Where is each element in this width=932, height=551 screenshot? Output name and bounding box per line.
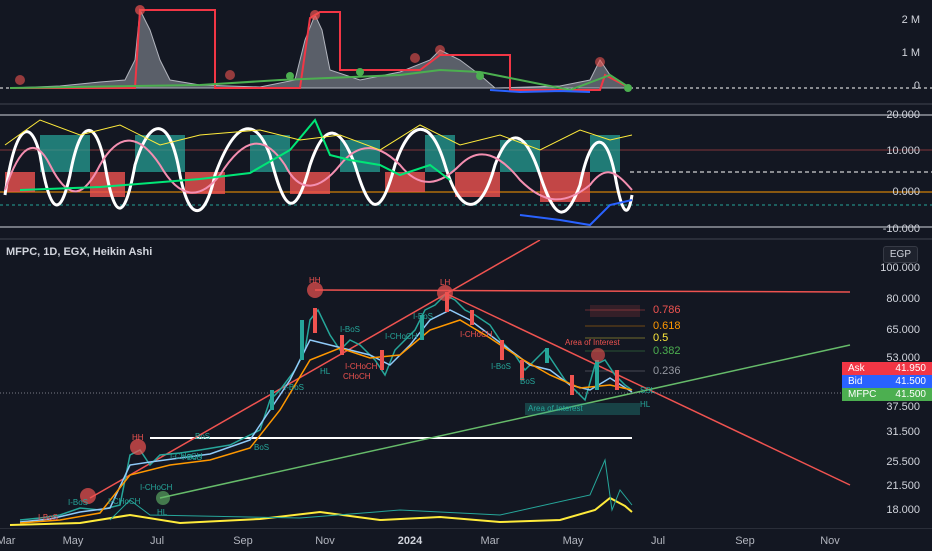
- volume-overlay: [9, 496, 633, 526]
- poi-marker: [591, 348, 605, 362]
- choch-label: I-CHoCH: [385, 332, 418, 341]
- hh-marker: [130, 439, 146, 455]
- hh-marker: [307, 282, 323, 298]
- pane-separator[interactable]: [0, 238, 932, 240]
- oscillator-chart: [0, 114, 932, 228]
- osc-axis-20: 20.000: [886, 109, 920, 121]
- osc-axis-neg10: -10.000: [882, 223, 920, 235]
- price-axis-255: 25.500: [886, 456, 920, 468]
- bos-label: BoS: [254, 443, 270, 452]
- time-tick: Nov: [315, 535, 335, 547]
- time-tick: Mar: [480, 535, 500, 547]
- hh-label: HH: [309, 276, 321, 285]
- price-axis-53: 53.000: [886, 352, 920, 364]
- bos-label: I-BoS: [182, 453, 203, 462]
- hh-marker: [80, 488, 96, 504]
- time-tick: Jul: [650, 535, 666, 547]
- last-value: 41.500: [895, 389, 926, 400]
- fib-label-0618: 0.618: [653, 320, 681, 332]
- price-axis-315: 31.500: [886, 426, 920, 438]
- choch-label: I-CHoCH: [170, 452, 203, 461]
- last-label: MFPC: [848, 389, 877, 400]
- green-trendline: [159, 344, 851, 499]
- symbol-title[interactable]: MFPC, 1D, EGX, Heikin Ashi: [6, 246, 153, 258]
- last-price-tag[interactable]: MFPC 41.500: [842, 388, 932, 401]
- choch-label: CHoCH: [343, 372, 371, 381]
- bos-label: I-BoS: [413, 312, 434, 321]
- time-tick: Nov: [820, 535, 840, 547]
- area-of-interest-zone: [525, 403, 640, 415]
- lh-label: LH: [440, 278, 451, 287]
- osc-axis-0: 0.000: [892, 186, 920, 198]
- volume-chart: [0, 5, 932, 94]
- fib-label-0236: 0.236: [653, 365, 681, 377]
- hh-label: HH: [132, 433, 144, 442]
- volume-markers: [15, 5, 632, 92]
- time-axis[interactable]: Mar May Jul Sep Nov 2024 Mar May Jul Sep…: [0, 528, 932, 551]
- price-chart: [0, 240, 932, 526]
- osc-axis-10: 10.000: [886, 145, 920, 157]
- bid-value: 41.500: [895, 376, 926, 387]
- hl-label: HL: [157, 508, 168, 517]
- price-axis-80: 80.000: [886, 293, 920, 305]
- fib-label-05: 0.5: [653, 332, 669, 344]
- choch-label: I-CHoCH: [140, 483, 173, 492]
- bos-label: BoS: [195, 432, 211, 441]
- time-tick: Sep: [233, 535, 253, 547]
- ask-value: 41.950: [895, 363, 926, 374]
- bos-label: I-BoS: [284, 383, 305, 392]
- ask-price-tag[interactable]: Ask 41.950: [842, 362, 932, 375]
- time-tick: Mar: [0, 535, 16, 547]
- choch-label: I-CHoCH: [345, 362, 378, 371]
- hl-label: HL: [640, 400, 651, 409]
- choch-label: I-CHoCH: [108, 497, 141, 506]
- bos-label: BoS: [520, 377, 536, 386]
- falling-trendline: [444, 292, 851, 486]
- fib-label-0382: 0.382: [653, 345, 681, 357]
- ask-label: Ask: [848, 363, 865, 374]
- price-axis-215: 21.500: [886, 480, 920, 492]
- bos-label: I-BoS: [38, 513, 59, 522]
- vol-axis-0: 0: [913, 80, 920, 92]
- hl-marker: [156, 491, 170, 505]
- choch-label: I-CHoCH: [460, 330, 493, 339]
- time-tick: Sep: [735, 535, 755, 547]
- time-tick: Jul: [149, 535, 165, 547]
- bos-label: I-BoS: [340, 325, 361, 334]
- lh-marker: [437, 285, 453, 301]
- time-tick: May: [562, 535, 584, 547]
- vol-axis-1m: 1 M: [901, 47, 920, 59]
- candles: [270, 292, 619, 410]
- hl-label: HL: [320, 367, 331, 376]
- price-axis-100: 100.000: [880, 262, 920, 274]
- time-tick: 2024: [397, 535, 423, 547]
- currency-button[interactable]: EGP: [882, 246, 918, 263]
- fib-label-0786: 0.786: [653, 304, 681, 316]
- oscillator-pane[interactable]: 20.000 10.000 0.000 -10.000: [0, 105, 932, 238]
- pane-separator[interactable]: [0, 103, 932, 105]
- price-axis-18: 18.000: [886, 504, 920, 516]
- ssl-label: SSL: [640, 386, 656, 395]
- vol-axis-2m: 2 M: [901, 14, 920, 26]
- bid-price-tag[interactable]: Bid 41.500: [842, 375, 932, 388]
- resistance-line: [314, 289, 851, 293]
- price-axis-375: 37.500: [886, 401, 920, 413]
- price-axis-65: 65.000: [886, 324, 920, 336]
- area-of-interest-label: Area of Interest: [528, 404, 583, 413]
- price-pane[interactable]: HH LH HH HL HL HL BoS I-BoS I-BoS I-BoS …: [0, 240, 932, 528]
- time-tick: May: [62, 535, 84, 547]
- bos-label: I-BoS: [68, 498, 89, 507]
- area-of-interest-label: Area of Interest: [565, 338, 620, 347]
- bos-label: I-BoS: [491, 362, 512, 371]
- volume-pane[interactable]: 2 M 1 M 0: [0, 0, 932, 103]
- bid-label: Bid: [848, 376, 863, 387]
